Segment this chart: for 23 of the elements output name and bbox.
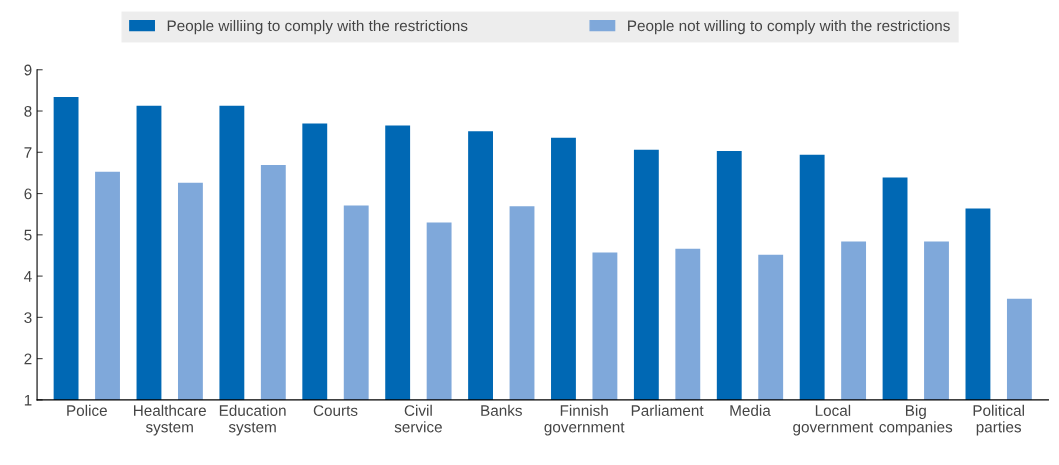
y-tick-label: 5 xyxy=(24,229,32,241)
y-tick-label: 6 xyxy=(24,188,32,200)
legend-label: People not willing to comply with the restrictions xyxy=(628,19,950,35)
x-tick-label: Healthcare system xyxy=(134,404,206,436)
x-tick-label: Education system xyxy=(219,404,286,436)
y-tick-label: 8 xyxy=(24,105,32,117)
y-tick-label: 9 xyxy=(24,64,32,76)
x-tick-label: Courts xyxy=(313,405,358,416)
y-tick-label: 2 xyxy=(24,353,32,365)
x-tick-label: Civil service xyxy=(394,404,442,433)
x-tick-label: Political parties xyxy=(973,404,1024,436)
x-tick-label: Big companies xyxy=(879,404,953,436)
x-tick-label: Police xyxy=(67,404,107,416)
x-tick-label: Finnish government xyxy=(544,404,625,436)
y-tick-label: 1 xyxy=(24,394,32,406)
x-tick-label: Banks xyxy=(481,404,522,416)
y-tick-label: 4 xyxy=(24,271,32,282)
legend-label: People williing to comply with the restrictions xyxy=(167,19,468,35)
x-tick-label: Local government xyxy=(793,404,874,436)
x-tick-label: Parliament xyxy=(631,404,704,416)
y-tick-label: 3 xyxy=(24,312,32,324)
x-tick-label: Media xyxy=(730,404,771,416)
y-tick-label: 7 xyxy=(24,147,32,158)
